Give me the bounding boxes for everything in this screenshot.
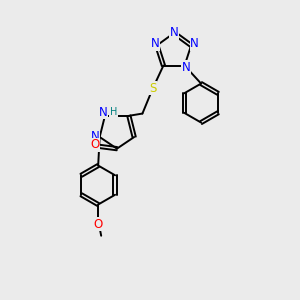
- Text: O: O: [94, 218, 103, 230]
- Text: O: O: [90, 138, 99, 151]
- Text: S: S: [149, 82, 157, 94]
- Text: N: N: [182, 61, 190, 74]
- Text: N: N: [151, 38, 160, 50]
- Text: N: N: [169, 26, 178, 39]
- Text: N: N: [91, 130, 100, 143]
- Text: N: N: [190, 38, 199, 50]
- Text: N: N: [99, 106, 108, 119]
- Text: H: H: [110, 107, 117, 117]
